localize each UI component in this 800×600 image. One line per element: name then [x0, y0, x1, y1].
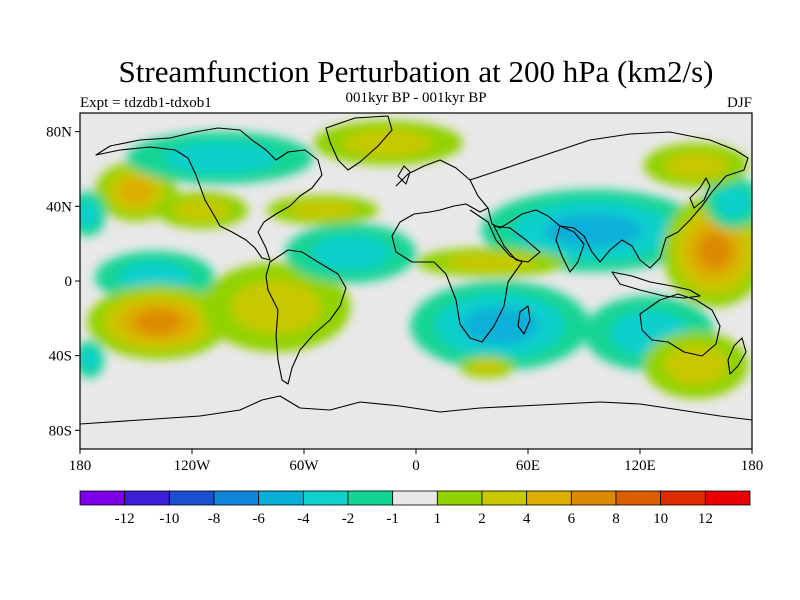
colorbar-label-2: -8 — [208, 511, 221, 527]
anomaly-15-band-1 — [716, 186, 751, 219]
colorbar-box-1 — [124, 490, 170, 506]
colorbar: -12 -10 -8 -6 -4 -2 -1 1 2 4 6 8 10 12 — [79, 490, 751, 527]
coastlines — [80, 115, 752, 425]
colorbar-label-9: 4 — [523, 511, 531, 527]
colorbar-box-6 — [347, 490, 394, 506]
coast-japan — [689, 177, 711, 209]
colorbar-box-3 — [213, 490, 260, 506]
colorbar-label-4: -4 — [297, 511, 310, 527]
anomaly-field — [80, 120, 752, 399]
anomaly-1-band-1 — [80, 200, 99, 228]
coast-new-zealand — [727, 337, 747, 375]
colorbar-box-0 — [79, 490, 126, 506]
season-label: DJF — [727, 95, 752, 111]
coast-madagascar — [517, 305, 531, 335]
colorbar-label-0: -12 — [115, 511, 135, 527]
experiment-label: Expt = tdzdb1-tdxob1 — [80, 95, 212, 111]
latitude-axis: 80N 40N 0 40S 80S — [46, 125, 80, 439]
coast-north-america — [95, 127, 323, 261]
colorbar-label-8: 2 — [478, 511, 486, 527]
map-area — [80, 113, 752, 449]
coast-british-isles — [397, 165, 411, 185]
colorbar-box-11 — [570, 490, 617, 506]
anomaly-6-band-1 — [289, 201, 357, 220]
anomaly-3-band-3 — [134, 309, 183, 335]
colorbar-box-5 — [302, 490, 349, 506]
anomaly-9-band-1 — [173, 198, 230, 222]
lon-tick-label-4: 60E — [516, 458, 540, 474]
lon-tick-label-5: 120E — [624, 458, 656, 474]
colorbar-label-10: 6 — [568, 511, 576, 527]
colorbar-box-14 — [704, 490, 751, 506]
coast-australia — [639, 293, 721, 357]
colorbar-box-13 — [660, 490, 706, 506]
colorbar-label-11: 8 — [612, 511, 620, 527]
lon-tick-label-3: 0 — [412, 458, 420, 474]
lat-tick-label-3: 40S — [49, 349, 72, 365]
colorbar-label-3: -6 — [252, 511, 265, 527]
lat-tick-label-4: 80S — [49, 423, 72, 439]
anomaly-19-band-1 — [80, 348, 99, 371]
lon-tick-label-2: 60W — [289, 458, 319, 474]
anomaly-8-band-1 — [343, 129, 433, 157]
coast-arabia — [493, 225, 541, 263]
coast-antarctica — [80, 395, 752, 425]
coast-greenland — [325, 115, 393, 171]
colorbar-label-13: 12 — [698, 511, 713, 527]
colorbar-box-10 — [526, 490, 572, 506]
anomaly-5-band-1 — [311, 235, 390, 271]
colorbar-label-6: -1 — [386, 511, 399, 527]
colorbar-box-8 — [436, 490, 483, 506]
colorbar-box-7 — [392, 490, 438, 506]
coast-indonesia — [611, 271, 701, 299]
coast-europe-africa — [391, 159, 523, 343]
lon-tick-label-0: 180 — [69, 458, 92, 474]
coast-eurasia — [469, 131, 749, 269]
anomaly-17-band-1 — [664, 344, 728, 386]
colorbar-label-12: 10 — [653, 511, 668, 527]
anomaly-14-band-3 — [697, 232, 733, 270]
coast-india — [555, 225, 585, 273]
coast-south-america — [265, 249, 347, 385]
anomaly-7-band-1 — [164, 142, 276, 174]
anomaly-10-band-2 — [545, 213, 642, 249]
colorbar-box-4 — [258, 490, 304, 506]
anomaly-13-band-1 — [470, 360, 504, 374]
colorbar-box-12 — [615, 490, 662, 506]
lat-tick-label-1: 40N — [46, 199, 72, 215]
anomaly-18-band-1 — [664, 151, 728, 179]
colorbar-label-1: -10 — [159, 511, 179, 527]
longitude-axis: 180 120W 60W 0 60E 120E 180 — [69, 449, 764, 474]
colorbar-label-5: -2 — [342, 511, 355, 527]
colorbar-box-2 — [168, 490, 215, 506]
lon-tick-label-1: 120W — [174, 458, 212, 474]
lon-tick-label-6: 180 — [741, 458, 764, 474]
lat-tick-label-0: 80N — [46, 125, 72, 141]
anomaly-2-band-1 — [118, 261, 191, 293]
time-period-label: 001kyr BP - 001kyr BP — [345, 90, 486, 106]
anomaly-0-band-2 — [118, 178, 154, 205]
lat-tick-label-2: 0 — [65, 274, 73, 290]
colorbar-label-7: 1 — [434, 511, 442, 527]
plot-title: Streamfunction Perturbation at 200 hPa (… — [119, 54, 714, 89]
colorbar-box-9 — [481, 490, 528, 506]
